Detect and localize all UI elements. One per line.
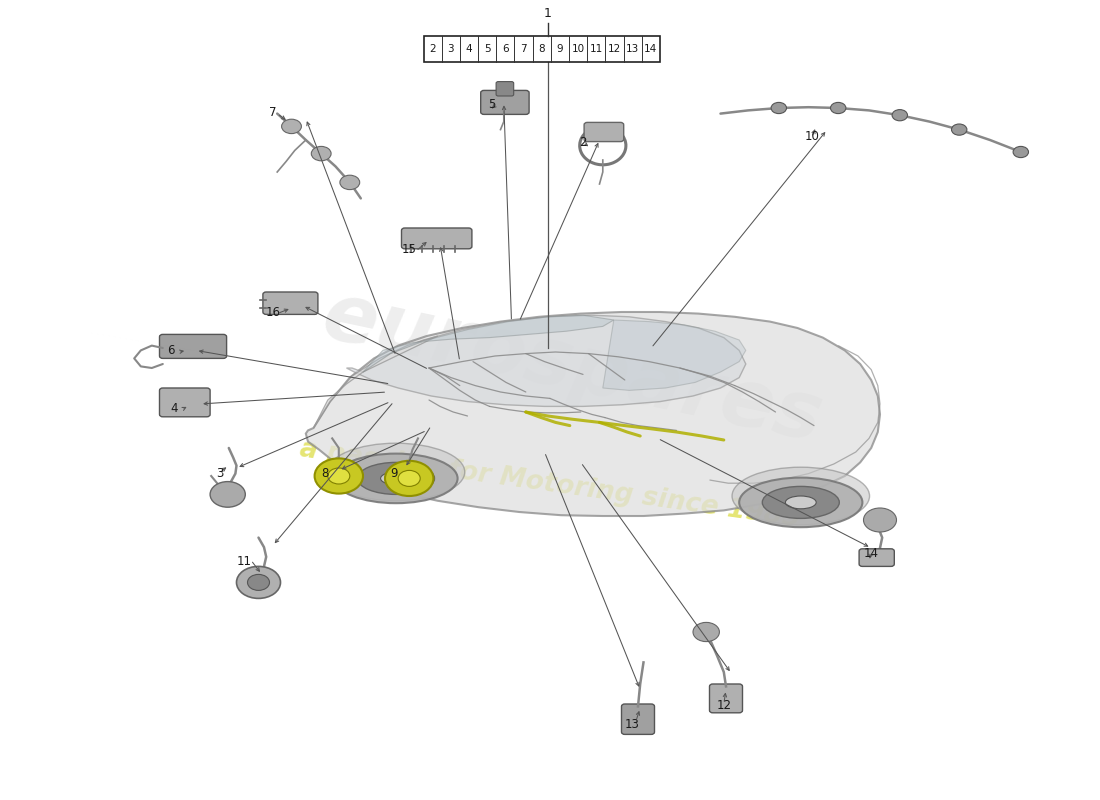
FancyBboxPatch shape — [481, 90, 529, 114]
FancyBboxPatch shape — [160, 388, 210, 417]
Ellipse shape — [762, 486, 839, 518]
Text: 3: 3 — [448, 44, 454, 54]
Text: 7: 7 — [520, 44, 527, 54]
Circle shape — [282, 119, 301, 134]
Circle shape — [952, 124, 967, 135]
Text: eurospares: eurospares — [315, 277, 829, 459]
Ellipse shape — [328, 443, 464, 501]
Circle shape — [340, 175, 360, 190]
Text: 10: 10 — [572, 44, 585, 54]
Text: a passion for Motoring since 1985: a passion for Motoring since 1985 — [298, 436, 802, 532]
Circle shape — [385, 461, 433, 496]
Text: 9: 9 — [557, 44, 563, 54]
Text: 9: 9 — [390, 467, 397, 480]
Ellipse shape — [334, 454, 458, 503]
Circle shape — [315, 458, 363, 494]
Text: 12: 12 — [716, 699, 732, 712]
Text: 13: 13 — [625, 718, 640, 730]
Circle shape — [830, 102, 846, 114]
FancyBboxPatch shape — [859, 549, 894, 566]
Text: 15: 15 — [402, 243, 417, 256]
Text: 8: 8 — [321, 467, 328, 480]
Bar — [424, 36, 660, 62]
Text: 16: 16 — [265, 306, 280, 318]
Circle shape — [311, 146, 331, 161]
Text: 2: 2 — [580, 136, 586, 149]
Polygon shape — [306, 312, 880, 516]
Ellipse shape — [381, 472, 411, 485]
Text: 1: 1 — [543, 7, 552, 20]
Ellipse shape — [739, 478, 862, 527]
Text: 5: 5 — [484, 44, 491, 54]
Text: 14: 14 — [864, 547, 879, 560]
Ellipse shape — [733, 467, 869, 525]
Circle shape — [693, 622, 719, 642]
Text: 8: 8 — [538, 44, 546, 54]
Text: 11: 11 — [590, 44, 603, 54]
Circle shape — [864, 508, 896, 532]
FancyBboxPatch shape — [263, 292, 318, 314]
Ellipse shape — [785, 496, 816, 509]
FancyBboxPatch shape — [160, 334, 227, 358]
FancyBboxPatch shape — [584, 122, 624, 142]
FancyBboxPatch shape — [402, 228, 472, 249]
Text: 6: 6 — [502, 44, 508, 54]
Text: 7: 7 — [270, 106, 276, 118]
Text: 4: 4 — [170, 402, 177, 414]
Ellipse shape — [358, 462, 434, 494]
Circle shape — [248, 574, 270, 590]
Polygon shape — [603, 320, 746, 390]
FancyBboxPatch shape — [621, 704, 654, 734]
Text: 4: 4 — [465, 44, 472, 54]
Text: 3: 3 — [217, 467, 223, 480]
Text: 5: 5 — [488, 98, 495, 110]
Polygon shape — [314, 336, 438, 428]
Circle shape — [771, 102, 786, 114]
Text: 13: 13 — [626, 44, 639, 54]
Circle shape — [210, 482, 245, 507]
Circle shape — [398, 470, 420, 486]
Text: 14: 14 — [645, 44, 658, 54]
Text: 2: 2 — [429, 44, 436, 54]
FancyBboxPatch shape — [710, 684, 742, 713]
Polygon shape — [363, 315, 614, 372]
Text: 6: 6 — [167, 344, 174, 357]
Text: 11: 11 — [236, 555, 252, 568]
FancyBboxPatch shape — [496, 82, 514, 96]
Polygon shape — [346, 315, 746, 406]
Circle shape — [328, 468, 350, 484]
Circle shape — [1013, 146, 1028, 158]
Text: 12: 12 — [608, 44, 622, 54]
Circle shape — [236, 566, 280, 598]
Circle shape — [892, 110, 907, 121]
Text: 10: 10 — [804, 130, 820, 142]
